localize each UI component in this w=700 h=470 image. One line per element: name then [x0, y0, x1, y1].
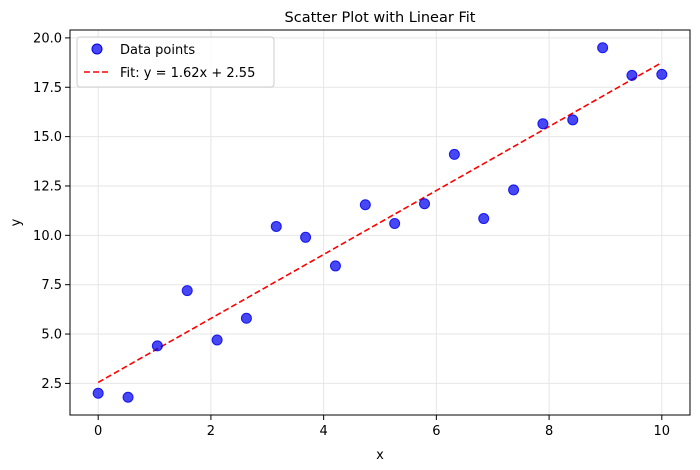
legend: Data points Fit: y = 1.62x + 2.55: [76, 36, 275, 88]
data-point: [359, 199, 371, 211]
x-tick-label: 10: [654, 424, 671, 439]
y-tick-label: 15.0: [33, 130, 62, 145]
data-point: [300, 231, 312, 243]
y-tick-label: 12.5: [33, 179, 62, 194]
legend-label-fit-line: Fit: y = 1.62x + 2.55: [120, 66, 255, 81]
data-point: [151, 340, 163, 352]
data-point: [656, 68, 668, 80]
data-point: [448, 148, 460, 160]
data-point: [240, 312, 252, 324]
data-point: [478, 213, 490, 225]
data-point: [597, 42, 609, 54]
chart-title: Scatter Plot with Linear Fit: [285, 10, 476, 26]
x-tick-label: 0: [94, 424, 102, 439]
data-point: [626, 69, 638, 81]
y-axis-ticks: 2.5 5.0 7.5 10.0 12.5 15.0 17.5 20.0: [33, 31, 70, 392]
plot-frame: [69, 29, 691, 416]
y-tick-label: 10.0: [33, 229, 62, 244]
x-tick-label: 4: [319, 424, 327, 439]
data-point: [122, 391, 134, 403]
y-tick-label: 20.0: [33, 31, 62, 46]
data-point: [537, 118, 549, 130]
fit-line: [97, 61, 663, 384]
legend-box: [76, 36, 275, 88]
y-tick-label: 17.5: [33, 81, 62, 96]
data-point: [508, 184, 520, 196]
y-tick-label: 7.5: [41, 278, 62, 293]
y-axis-label: y: [9, 218, 24, 226]
x-axis-label: x: [376, 448, 384, 463]
legend-marker-data-points: [91, 43, 103, 55]
y-tick-label: 2.5: [41, 377, 62, 392]
data-point: [270, 220, 282, 232]
grid: [70, 30, 690, 415]
data-point: [329, 260, 341, 272]
data-point: [567, 114, 579, 126]
data-points: [92, 42, 668, 403]
data-point: [181, 285, 193, 297]
x-tick-label: 2: [207, 424, 215, 439]
data-point: [211, 334, 223, 346]
legend-label-data-points: Data points: [120, 43, 195, 58]
data-point: [419, 198, 431, 210]
fit-line-layer: [97, 61, 663, 384]
x-tick-label: 6: [432, 424, 440, 439]
y-tick-label: 5.0: [41, 328, 62, 343]
x-axis-ticks: 0 2 4 6 8 10: [94, 415, 670, 439]
data-point: [389, 217, 401, 229]
data-point: [92, 387, 104, 399]
x-tick-label: 8: [545, 424, 553, 439]
